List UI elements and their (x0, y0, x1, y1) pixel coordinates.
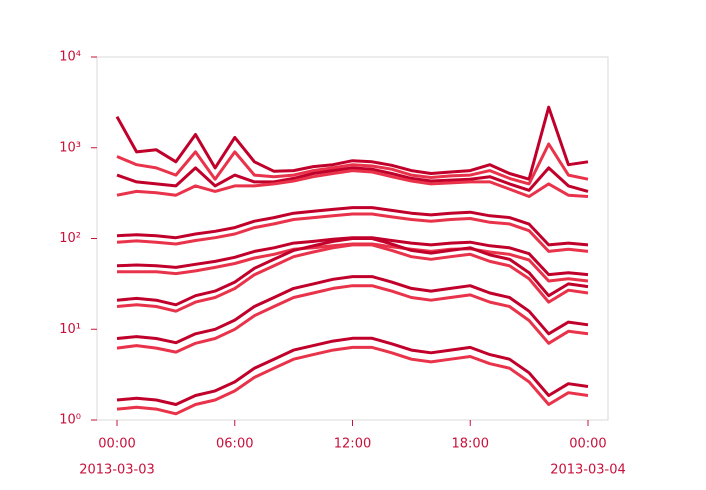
x-tick-label: 00:00 (98, 437, 135, 452)
y-tick-label: 10² (59, 231, 81, 246)
x-tick-label: 18:00 (452, 437, 489, 452)
x-tick-date: 2013-03-04 (550, 463, 626, 478)
series-line (116, 284, 589, 354)
y-tick-label: 10¹ (59, 322, 81, 337)
x-tick-label: 06:00 (216, 437, 253, 452)
series-line (116, 212, 589, 253)
y-tick-label: 10⁰ (59, 413, 81, 428)
series-line (116, 237, 589, 307)
series-line (116, 345, 589, 416)
series-line (116, 206, 589, 247)
x-tick-label: 00:00 (569, 437, 606, 452)
series-line (116, 336, 589, 406)
series-line (116, 243, 589, 313)
series-line (116, 166, 589, 193)
series-line (116, 142, 589, 186)
series-line (115, 105, 589, 181)
x-tick-label: 12:00 (334, 437, 371, 452)
y-tick-label: 10³ (59, 140, 81, 155)
y-tick-label: 10⁴ (59, 50, 81, 65)
series-line (116, 169, 589, 198)
x-tick-date: 2013-03-03 (79, 463, 155, 478)
series-line (116, 275, 589, 345)
